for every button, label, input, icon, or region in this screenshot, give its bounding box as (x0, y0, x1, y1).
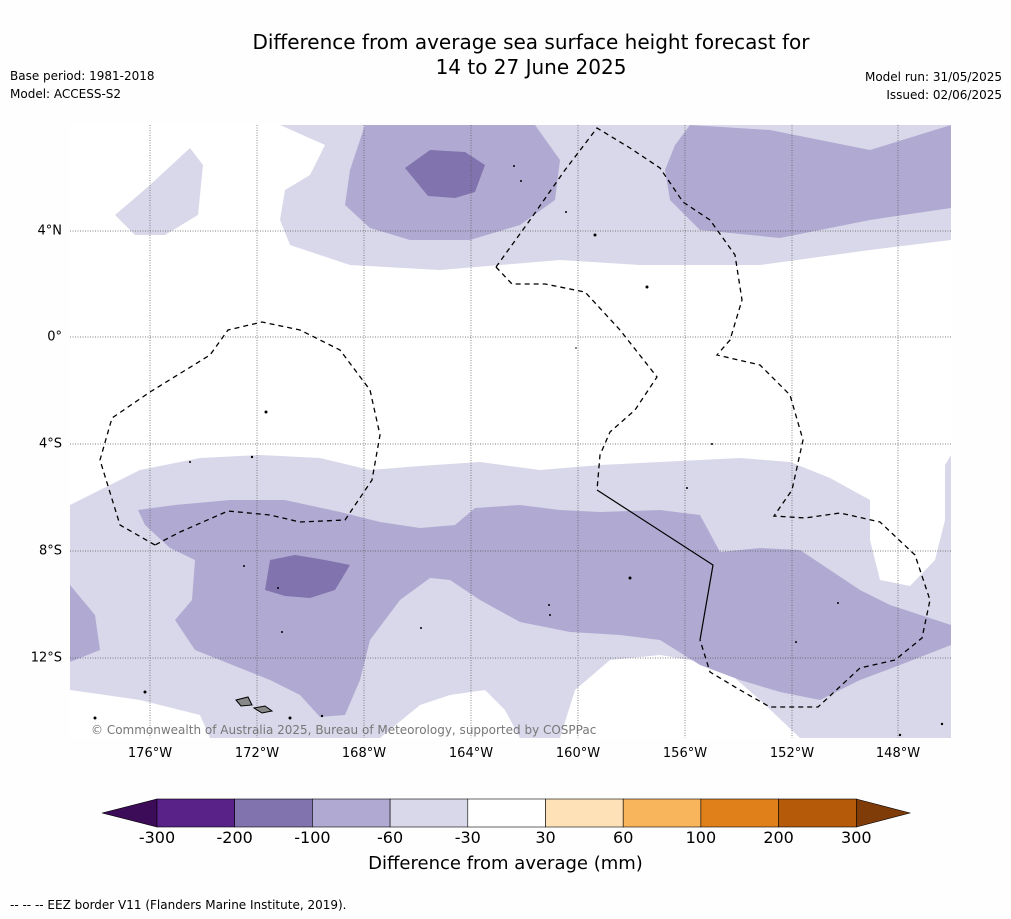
meta-right: Model run: 31/05/2025 Issued: 02/06/2025 (865, 68, 1002, 104)
title-line-2: 14 to 27 June 2025 (435, 55, 627, 79)
colorbar-tick-label: -300 (138, 828, 176, 847)
anomaly-region-light-northwest (115, 148, 203, 235)
colorbar-tick-label: -60 (377, 828, 404, 847)
model-run: Model run: 31/05/2025 (864, 70, 1002, 84)
anomaly-region-medium-south (138, 500, 951, 717)
anomaly-region-neutral-south-3 (380, 690, 520, 738)
chart-title: Difference from average sea surface heig… (0, 30, 1011, 80)
lat-label-4n: 4°N (37, 223, 63, 239)
lon-label-164w: 164°W (448, 746, 494, 761)
colorbar-segment (156, 798, 235, 828)
copyright-notice: © Commonwealth of Australia 2025, Bureau… (91, 723, 597, 737)
anomaly-region-dark-north (405, 150, 485, 198)
lon-label-176w: 176°W (127, 746, 173, 761)
lon-label-172w: 172°W (234, 746, 280, 761)
colorbar-label: Difference from average (mm) (368, 853, 643, 874)
meta-left: Base period: 1981-2018 Model: ACCESS-S2 (10, 67, 155, 103)
colorbar-extend-low (101, 798, 158, 828)
colorbar-tick-label: -200 (216, 828, 253, 847)
anomaly-region-neutral-south-2 (70, 690, 210, 738)
map-area (70, 125, 951, 738)
title-line-1: Difference from average sea surface heig… (252, 30, 810, 54)
colorbar-segment (778, 798, 857, 828)
colorbar (101, 798, 912, 828)
lon-label-168w: 168°W (341, 746, 387, 761)
footer-note: -- -- -- EEZ border V11 (Flanders Marine… (10, 898, 347, 912)
colorbar-segment (467, 798, 546, 828)
eez-borders (99, 127, 931, 708)
sea-height-map (70, 125, 951, 738)
colorbar-segment (389, 798, 469, 828)
lon-label-152w: 152°W (769, 746, 815, 761)
colorbar-tick-label: 300 (841, 828, 872, 847)
colorbar-tick-label: -30 (454, 828, 481, 847)
lon-label-160w: 160°W (555, 746, 601, 761)
island-samoa (235, 696, 253, 707)
colorbar-tick-label: -100 (294, 828, 331, 847)
colorbar-extend-high (855, 798, 912, 828)
lon-label-156w: 156°W (662, 746, 708, 761)
island-savaii (252, 705, 274, 714)
colorbar-tick-label: 60 (613, 828, 634, 847)
colorbar-segment (545, 798, 624, 828)
model-name: Model: ACCESS-S2 (10, 87, 122, 101)
colorbar-tick-label: 30 (535, 828, 556, 847)
colorbar-segments (101, 798, 912, 828)
colorbar-segment (234, 798, 313, 828)
anomaly-region-medium-north-right (665, 125, 951, 238)
anomaly-region-neutral-south-1 (560, 655, 800, 738)
lat-label-8s: 8°S (38, 543, 62, 559)
islands (235, 696, 274, 714)
lat-label-4s: 4°S (38, 436, 62, 452)
anomaly-region-medium-west-edge (70, 585, 100, 662)
base-period: Base period: 1981-2018 (10, 69, 155, 83)
lon-label-148w: 148°W (875, 746, 921, 761)
colorbar-tick-label: 200 (763, 828, 794, 847)
eez-solid-border (596, 489, 714, 641)
anomaly-region-dark-south (265, 555, 350, 598)
colorbar-segment (622, 798, 702, 828)
colorbar-segment (700, 798, 779, 828)
issued-date: Issued: 02/06/2025 (886, 88, 1002, 102)
atolls (93, 165, 944, 737)
lat-label-0: 0° (47, 329, 62, 345)
lat-label-12s: 12°S (30, 650, 62, 666)
gridlines (70, 125, 951, 738)
colorbar-tick-label: 100 (685, 828, 717, 847)
colorbar-segment (312, 798, 391, 828)
